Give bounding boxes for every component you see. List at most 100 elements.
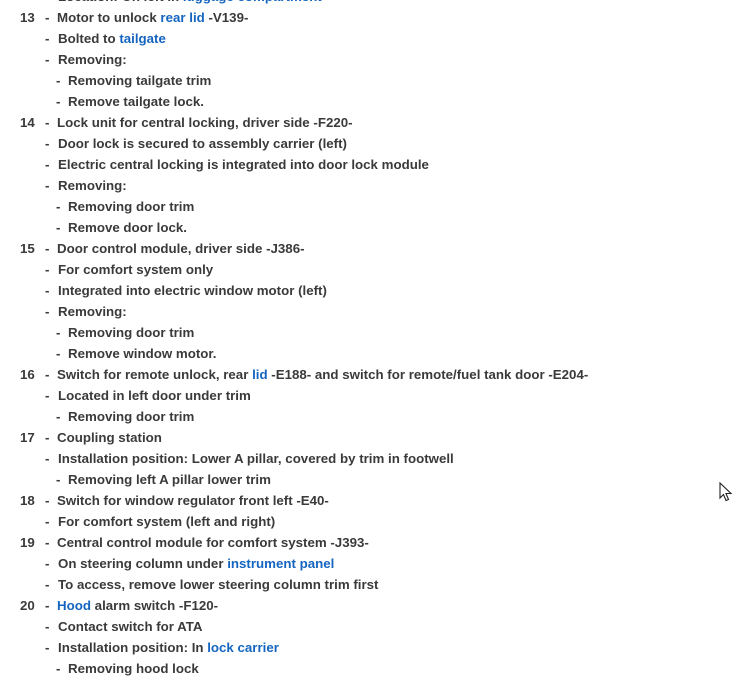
- text-segment: Removing left A pillar lower trim: [68, 472, 271, 487]
- bullet-dash: -: [56, 73, 61, 88]
- list-row: - Contact switch for ATA: [0, 616, 737, 637]
- list-row: - Installation position: Lower A pillar, …: [0, 448, 737, 469]
- item-text: Switch for window regulator front left -…: [57, 490, 329, 511]
- bullet-dash: -: [56, 220, 61, 235]
- text-segment: Central control module for comfort syste…: [57, 535, 369, 550]
- bullet-dash: -: [56, 94, 61, 109]
- bullet-dash: -: [45, 388, 50, 403]
- list-row: - Electric central locking is integrated …: [0, 154, 737, 175]
- list-row: 16- Switch for remote unlock, rear lid -E…: [0, 364, 737, 385]
- item-text: Removing left A pillar lower trim: [68, 469, 271, 490]
- text-segment: For comfort system (left and right): [58, 514, 276, 529]
- text-segment: For comfort system only: [58, 262, 214, 277]
- list-row: - Remove tailgate lock.: [0, 91, 737, 112]
- list-row: - For comfort system only: [0, 259, 737, 280]
- item-number: 17: [20, 430, 35, 445]
- bullet-dash: -: [45, 640, 50, 655]
- text-segment: Bolted to: [58, 31, 120, 46]
- bullet-dash: -: [45, 283, 50, 298]
- bullet-dash: -: [56, 472, 61, 487]
- list-row: - Located in left door under trim: [0, 385, 737, 406]
- text-segment: Removing door trim: [68, 325, 195, 340]
- text-segment: Motor to unlock: [57, 10, 161, 25]
- text-segment: Switch for remote unlock, rear: [57, 367, 253, 382]
- text-segment: Door control module, driver side -J386-: [57, 241, 305, 256]
- bullet-dash: -: [45, 136, 50, 151]
- text-segment: -V139-: [204, 10, 249, 25]
- text-link[interactable]: rear lid: [160, 10, 205, 25]
- text-segment: Removing:: [58, 52, 127, 67]
- bullet-dash: -: [56, 661, 61, 676]
- item-text: For comfort system (left and right): [58, 511, 275, 532]
- item-text: Removing door trim: [68, 322, 194, 343]
- list-row: - Removing door trim: [0, 322, 737, 343]
- item-number: 19: [20, 535, 35, 550]
- list-row: - Removing:: [0, 175, 737, 196]
- text-segment: Remove tailgate lock.: [68, 94, 204, 109]
- text-segment: Coupling station: [57, 430, 162, 445]
- bullet-dash: -: [45, 367, 50, 382]
- bullet-dash: -: [45, 0, 49, 7]
- text-segment: Door lock is secured to assembly carrier…: [58, 136, 347, 151]
- text-segment: -E188- and switch for remote/fuel tank d…: [267, 367, 589, 382]
- item-text: Remove tailgate lock.: [68, 91, 204, 112]
- item-text: Bolted to tailgate: [58, 28, 166, 49]
- item-text: Hood alarm switch -F120-: [57, 595, 218, 616]
- bullet-dash: -: [45, 514, 50, 529]
- bullet-dash: -: [45, 115, 50, 130]
- item-number: 15: [20, 241, 35, 256]
- text-segment: Removing door trim: [68, 199, 195, 214]
- item-text: On steering column under instrument pane…: [58, 553, 334, 574]
- list-row: - Removing hood lock: [0, 658, 737, 679]
- list-row: - Location: On left in luggage compartmen…: [0, 0, 737, 7]
- text-segment: Location: On left in: [58, 0, 183, 4]
- text-link[interactable]: tailgate: [119, 31, 166, 46]
- text-link[interactable]: lid: [252, 367, 268, 382]
- bullet-dash: -: [45, 598, 50, 613]
- item-text: Integrated into electric window motor (l…: [58, 280, 327, 301]
- list-row: 18- Switch for window regulator front lef…: [0, 490, 737, 511]
- text-segment: Removing:: [58, 178, 127, 193]
- text-link[interactable]: instrument panel: [227, 556, 335, 571]
- list-row: 15- Door control module, driver side -J38…: [0, 238, 737, 259]
- text-link[interactable]: Hood: [57, 598, 91, 613]
- list-row: - Removing door trim: [0, 196, 737, 217]
- list-row: - Removing:: [0, 49, 737, 70]
- bullet-dash: -: [45, 430, 50, 445]
- text-segment: Removing:: [58, 304, 127, 319]
- list-row: - Removing left A pillar lower trim: [0, 469, 737, 490]
- text-link[interactable]: luggage compartment: [183, 0, 322, 4]
- list-row: 20- Hood alarm switch -F120-: [0, 595, 737, 616]
- bullet-dash: -: [45, 241, 50, 256]
- text-segment: Removing door trim: [68, 409, 195, 424]
- list-row: 17- Coupling station: [0, 427, 737, 448]
- item-text: Lock unit for central locking, driver si…: [57, 112, 353, 133]
- item-text: Installation position: In lock carrier: [58, 637, 279, 658]
- text-segment: Lock unit for central locking, driver si…: [57, 115, 353, 130]
- text-segment: Located in left door under trim: [58, 388, 251, 403]
- text-link[interactable]: lock carrier: [207, 640, 279, 655]
- item-text: Coupling station: [57, 427, 162, 448]
- text-segment: To access, remove lower steering column …: [58, 577, 379, 592]
- bullet-dash: -: [56, 346, 61, 361]
- list-row: - To access, remove lower steering column…: [0, 574, 737, 595]
- list-row: - Remove door lock.: [0, 217, 737, 238]
- bullet-dash: -: [45, 304, 50, 319]
- item-text: Door lock is secured to assembly carrier…: [58, 133, 347, 154]
- list-row: 14- Lock unit for central locking, driver…: [0, 112, 737, 133]
- item-text: For comfort system only: [58, 259, 213, 280]
- item-text: Remove window motor.: [68, 343, 217, 364]
- list-row: - For comfort system (left and right): [0, 511, 737, 532]
- item-text: Removing:: [58, 49, 127, 70]
- mouse-cursor: [719, 482, 733, 502]
- bullet-dash: -: [45, 556, 50, 571]
- item-number: 14: [20, 115, 35, 130]
- item-text: Removing tailgate trim: [68, 70, 211, 91]
- text-segment: Switch for window regulator front left -…: [57, 493, 329, 508]
- list-row: 19- Central control module for comfort sy…: [0, 532, 737, 553]
- bullet-dash: -: [45, 493, 50, 508]
- item-number: 16: [20, 367, 35, 382]
- list-row: - Removing tailgate trim: [0, 70, 737, 91]
- text-segment: alarm switch -F120-: [90, 598, 219, 613]
- item-text: Located in left door under trim: [58, 385, 251, 406]
